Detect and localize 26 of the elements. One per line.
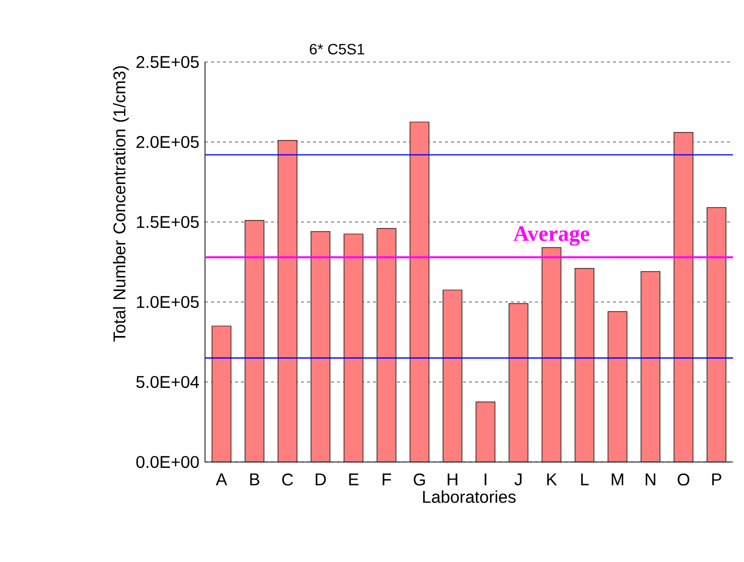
chart-title: 6* C5S1: [310, 44, 364, 54]
y-tick-label: 0.0E+00: [136, 456, 199, 468]
x-axis-title: Laboratories: [423, 490, 516, 503]
x-tick-label: J: [514, 474, 522, 486]
x-tick-label: K: [547, 474, 557, 486]
y-tick-label: 5.0E+04: [136, 376, 199, 388]
x-tick-label: N: [646, 474, 656, 486]
x-tick-label: H: [448, 474, 458, 486]
x-tick-label: E: [349, 474, 358, 486]
ref-line-label: Average: [513, 226, 590, 246]
x-tick-label: L: [581, 474, 589, 486]
x-tick-label: P: [712, 474, 722, 486]
y-tick-label: 1.0E+05: [136, 296, 199, 308]
y-tick-label: 2.5E+05: [136, 56, 199, 68]
x-tick-label: C: [282, 474, 294, 486]
x-tick-label: A: [216, 474, 228, 486]
y-tick-label: 2.0E+05: [136, 136, 199, 148]
x-tick-label: G: [414, 474, 425, 486]
y-axis-title: Total Number Concentration (1/cm3): [112, 66, 129, 342]
x-tick-label: D: [316, 474, 326, 486]
x-tick-label: O: [678, 474, 690, 486]
y-tick-label: 1.5E+05: [136, 216, 199, 228]
x-tick-label: M: [612, 474, 624, 486]
x-tick-label: I: [484, 474, 486, 486]
x-tick-label: B: [250, 474, 260, 486]
x-tick-label: F: [382, 474, 392, 486]
